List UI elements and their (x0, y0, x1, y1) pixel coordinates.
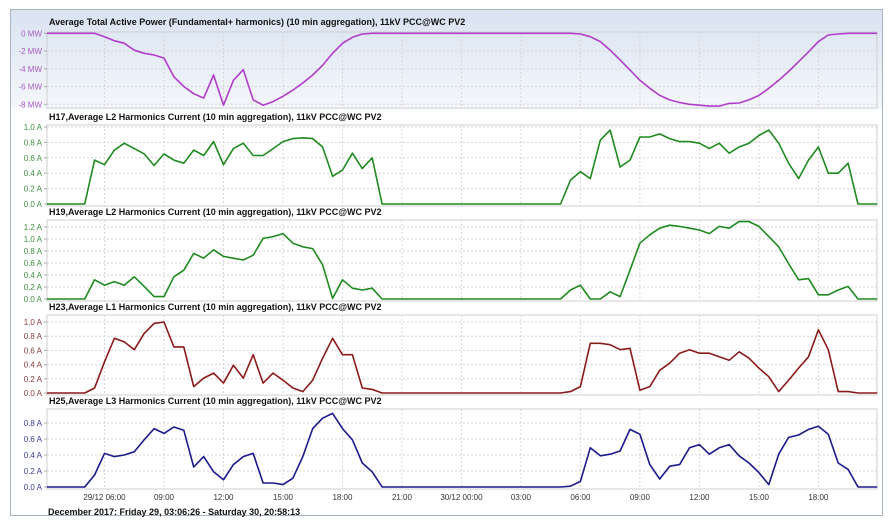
y-tick-label: 0.6 A (24, 346, 43, 355)
panel-title-h17: H17,Average L2 Harmonics Current (10 min… (49, 112, 382, 122)
series-line-5 (47, 412, 878, 488)
y-tick-label: 0.2 A (24, 185, 43, 194)
x-tick-label: 18:00 (808, 493, 829, 502)
x-tick-label: 29/12 06:00 (83, 493, 126, 502)
series-line-4 (47, 321, 878, 394)
panel-title-h23: H23,Average L1 Harmonics Current (10 min… (49, 302, 382, 312)
series-line-2 (47, 129, 878, 205)
x-tick-label: 06:00 (570, 493, 591, 502)
plot-area-border (46, 31, 878, 109)
x-tick-label: 30/12 00:00 (440, 493, 483, 502)
y-tick-label: 0.0 A (24, 200, 43, 209)
x-tick-label: 03:00 (511, 493, 532, 502)
x-tick-label: 09:00 (154, 493, 175, 502)
x-tick-label: 09:00 (630, 493, 651, 502)
y-tick-label: 0.8 A (24, 247, 43, 256)
x-tick-label: 15:00 (273, 493, 294, 502)
y-tick-label: -2 MW (18, 47, 42, 56)
plot-area-border (46, 408, 878, 490)
y-tick-label: 1.0 A (24, 318, 43, 327)
x-tick-label: 21:00 (392, 493, 413, 502)
panel-title-active-power: Average Total Active Power (Fundamental+… (49, 17, 466, 27)
x-tick-label: 12:00 (689, 493, 710, 502)
y-tick-label: 0.4 A (24, 169, 43, 178)
x-tick-label: 18:00 (332, 493, 353, 502)
x-tick-label: 15:00 (749, 493, 770, 502)
y-tick-label: 0.0 A (24, 389, 43, 398)
date-range-caption: December 2017: Friday 29, 03:06:26 - Sat… (48, 507, 301, 517)
y-tick-label: 1.0 A (24, 235, 43, 244)
y-tick-label: 0 MW (21, 29, 42, 38)
y-tick-label: 0.8 A (24, 332, 43, 341)
x-tick-label: 12:00 (213, 493, 234, 502)
y-tick-label: -6 MW (18, 83, 42, 92)
y-tick-label: -4 MW (18, 65, 42, 74)
y-tick-label: 0.6 A (24, 435, 43, 444)
y-tick-label: 1.0 A (24, 123, 43, 132)
y-tick-label: 0.2 A (24, 283, 43, 292)
series-line-3 (47, 220, 878, 300)
y-tick-label: 0.4 A (24, 361, 43, 370)
y-tick-label: 0.8 A (24, 138, 43, 147)
y-tick-label: 0.8 A (24, 419, 43, 428)
plot-area-border (46, 124, 878, 207)
y-tick-label: 0.2 A (24, 375, 43, 384)
y-tick-label: 0.6 A (24, 259, 43, 268)
y-tick-label: 0.6 A (24, 154, 43, 163)
y-tick-label: -8 MW (18, 100, 42, 109)
plot-area-border (46, 219, 878, 302)
panel-title-h19: H19,Average L2 Harmonics Current (10 min… (49, 207, 382, 217)
series-line-1 (47, 32, 878, 107)
y-tick-label: 0.0 A (24, 483, 43, 492)
y-tick-label: 0.0 A (24, 295, 43, 304)
y-tick-label: 1.2 A (24, 223, 43, 232)
y-tick-label: 0.2 A (24, 467, 43, 476)
y-tick-label: 0.4 A (24, 271, 43, 280)
plot-area-border (46, 314, 878, 396)
y-tick-label: 0.4 A (24, 451, 43, 460)
panel-title-h25: H25,Average L3 Harmonics Current (10 min… (49, 396, 382, 406)
